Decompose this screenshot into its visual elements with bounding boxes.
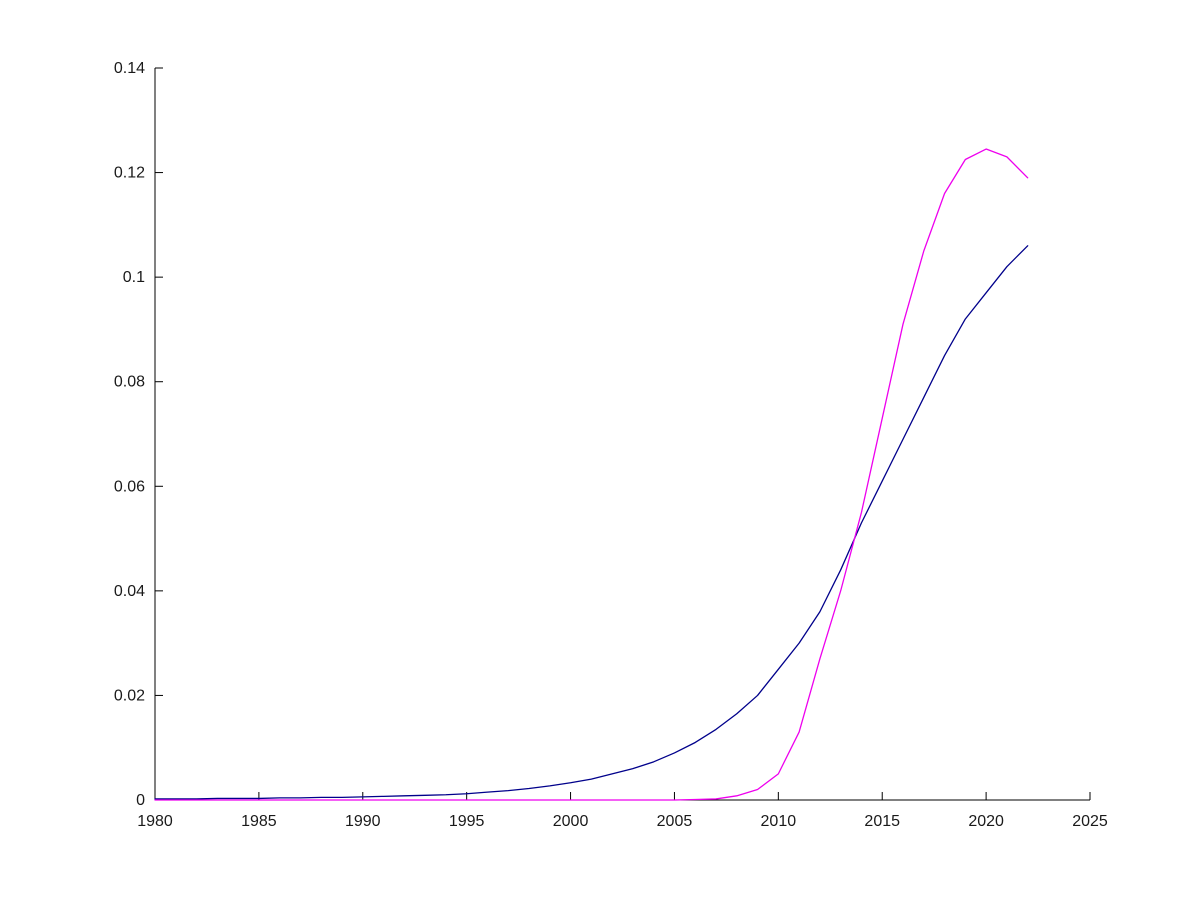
x-tick-label: 1995 xyxy=(449,813,485,830)
y-tick-label: 0.1 xyxy=(123,269,145,286)
x-tick-label: 2020 xyxy=(968,813,1004,830)
x-tick-label: 2000 xyxy=(553,813,589,830)
y-tick-label: 0.02 xyxy=(114,687,145,704)
y-tick-label: 0.08 xyxy=(114,374,145,391)
x-tick-label: 1985 xyxy=(241,813,277,830)
y-tick-label: 0 xyxy=(136,792,145,809)
x-tick-label: 1980 xyxy=(137,813,173,830)
series-magenta-line xyxy=(154,148,1029,801)
y-tick-label: 0.12 xyxy=(114,165,145,182)
x-tick-label: 2015 xyxy=(864,813,900,830)
y-tick-label: 0.06 xyxy=(114,478,145,495)
y-tick-label: 0.14 xyxy=(114,60,145,77)
x-tick-label: 2025 xyxy=(1072,813,1108,830)
x-tick-label: 2005 xyxy=(657,813,693,830)
series-blue-line xyxy=(154,245,1029,800)
x-tick-label: 1990 xyxy=(345,813,381,830)
x-tick-label: 2010 xyxy=(761,813,797,830)
y-tick-label: 0.04 xyxy=(114,583,145,600)
